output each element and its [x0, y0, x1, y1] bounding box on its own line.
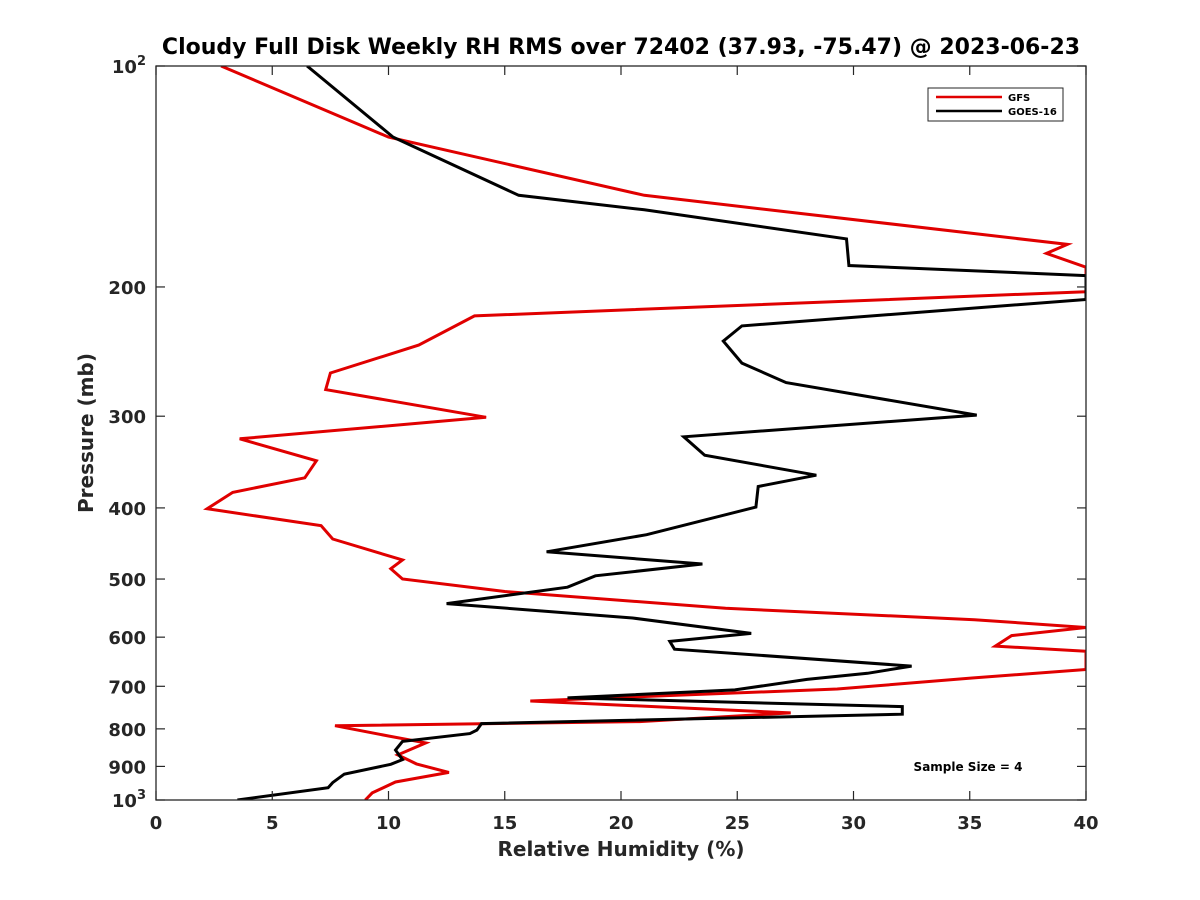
legend: GFS GOES-16: [927, 87, 1064, 122]
y-tick-label: 700: [108, 677, 146, 698]
y-tick-label: 500: [108, 570, 146, 591]
y-tick-label: 102: [112, 54, 146, 78]
sample-size-annotation: Sample Size = 4: [914, 760, 1023, 774]
y-tick-label: 900: [108, 757, 146, 778]
legend-label: GOES-16: [1008, 107, 1057, 118]
y-tick-label: 103: [112, 788, 146, 812]
x-tick-label: 5: [266, 813, 279, 834]
y-axis: 102 200 300 400 500 600 700 800 900 103: [108, 54, 1086, 812]
x-tick-label: 15: [492, 813, 517, 834]
x-tick-label: 35: [957, 813, 982, 834]
series-layer: [203, 66, 1086, 800]
x-tick-label: 0: [150, 813, 163, 834]
series-line-goes-16: [237, 66, 1086, 800]
x-tick-label: 20: [608, 813, 633, 834]
x-tick-label: 25: [725, 813, 750, 834]
x-axis: 0 5 10 15 20 25 30 35 40: [150, 66, 1099, 834]
y-tick-label: 800: [108, 720, 146, 741]
y-tick-label: 400: [108, 499, 146, 520]
y-tick-label: 300: [108, 407, 146, 428]
series-line-gfs: [203, 66, 1086, 800]
y-tick-label: 600: [108, 628, 146, 649]
x-axis-label: Relative Humidity (%): [497, 837, 744, 861]
legend-label: GFS: [1008, 93, 1030, 104]
x-tick-label: 10: [376, 813, 401, 834]
x-tick-label: 40: [1073, 813, 1098, 834]
y-axis-label: Pressure (mb): [74, 353, 98, 513]
y-tick-label: 200: [108, 278, 146, 299]
legend-box: [927, 87, 1064, 122]
x-tick-label: 30: [841, 813, 866, 834]
chart-title: Cloudy Full Disk Weekly RH RMS over 7240…: [162, 35, 1080, 60]
